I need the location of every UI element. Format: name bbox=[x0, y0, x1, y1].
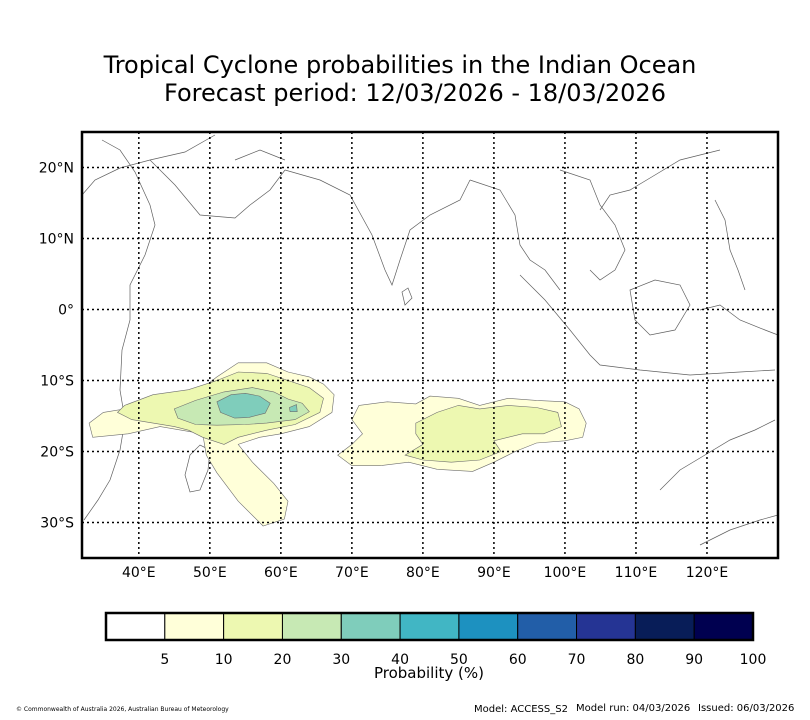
colorbar-bin bbox=[458, 612, 519, 641]
colorbar-bin bbox=[281, 612, 342, 641]
lat-tick-label: 20°S bbox=[40, 445, 74, 461]
lon-tick-label: 100°E bbox=[544, 565, 587, 581]
latitude-labels: 20°N 10°N 0° 10°S 20°S 30°S bbox=[39, 161, 74, 532]
colorbar-tick-label: 80 bbox=[626, 652, 644, 668]
probability-region-west-30-40 bbox=[216, 392, 271, 419]
lon-tick-label: 70°E bbox=[335, 565, 369, 581]
colorbar-tick-label: 10 bbox=[215, 652, 233, 668]
probability-region-west-30-40-b bbox=[289, 404, 298, 413]
colorbar-bin bbox=[105, 612, 166, 641]
lat-tick-label: 20°N bbox=[39, 161, 74, 177]
colorbar-bin bbox=[399, 612, 460, 641]
colorbar-tick-label: 30 bbox=[332, 652, 350, 668]
colorbar-tick-label: 5 bbox=[160, 652, 169, 668]
lat-tick-label: 0° bbox=[58, 303, 74, 319]
colorbar-bin bbox=[164, 612, 225, 641]
colorbar-bin bbox=[634, 612, 695, 641]
lon-tick-label: 50°E bbox=[193, 565, 227, 581]
lon-tick-label: 80°E bbox=[406, 565, 440, 581]
colorbar-tick-label: 60 bbox=[509, 652, 527, 668]
lon-tick-label: 110°E bbox=[615, 565, 658, 581]
model-name: Model: ACCESS_S2 bbox=[474, 704, 568, 715]
probability-colorbar: 5 10 20 30 40 50 60 70 80 90 100 bbox=[104, 611, 767, 668]
colorbar-tick-label: 90 bbox=[685, 652, 703, 668]
colorbar-bin bbox=[223, 612, 283, 641]
lat-tick-label: 30°S bbox=[40, 516, 74, 532]
map-frame bbox=[80, 130, 780, 560]
colorbar-label: Probability (%) bbox=[374, 664, 484, 682]
forecast-period: Forecast period: 12/03/2026 - 18/03/2026 bbox=[164, 79, 666, 107]
issued-date: Issued: 06/03/2026 bbox=[698, 703, 795, 714]
lon-tick-label: 120°E bbox=[686, 565, 729, 581]
lon-tick-label: 40°E bbox=[122, 565, 156, 581]
longitude-labels: 40°E 50°E 60°E 70°E 80°E 90°E 100°E 110°E 120°E bbox=[122, 565, 728, 581]
colorbar-tick-label: 100 bbox=[740, 652, 767, 668]
colorbar-tick-label: 40 bbox=[391, 652, 409, 668]
colorbar-bin bbox=[576, 612, 636, 641]
lon-tick-label: 60°E bbox=[264, 565, 298, 581]
probability-region-east-10-20 bbox=[404, 405, 562, 463]
lon-tick-label: 90°E bbox=[477, 565, 511, 581]
coastlines bbox=[81, 134, 779, 546]
colorbar-bin bbox=[693, 612, 754, 641]
colorbar-tick-label: 20 bbox=[274, 652, 292, 668]
colorbar-bin bbox=[340, 612, 401, 641]
figure-title: Tropical Cyclone probabilities in the In… bbox=[103, 51, 697, 79]
probability-contours bbox=[88, 362, 587, 527]
map-gridlines bbox=[82, 132, 778, 558]
colorbar-tick-label: 70 bbox=[568, 652, 586, 668]
copyright-note: © Commonwealth of Australia 2026, Austra… bbox=[16, 706, 229, 713]
lat-tick-label: 10°S bbox=[40, 374, 74, 390]
colorbar-frame bbox=[104, 611, 755, 642]
lat-tick-label: 10°N bbox=[39, 232, 74, 248]
colorbar-tick-label: 50 bbox=[450, 652, 468, 668]
model-run-date: Model run: 04/03/2026 bbox=[576, 703, 691, 714]
colorbar-bin bbox=[517, 612, 578, 641]
